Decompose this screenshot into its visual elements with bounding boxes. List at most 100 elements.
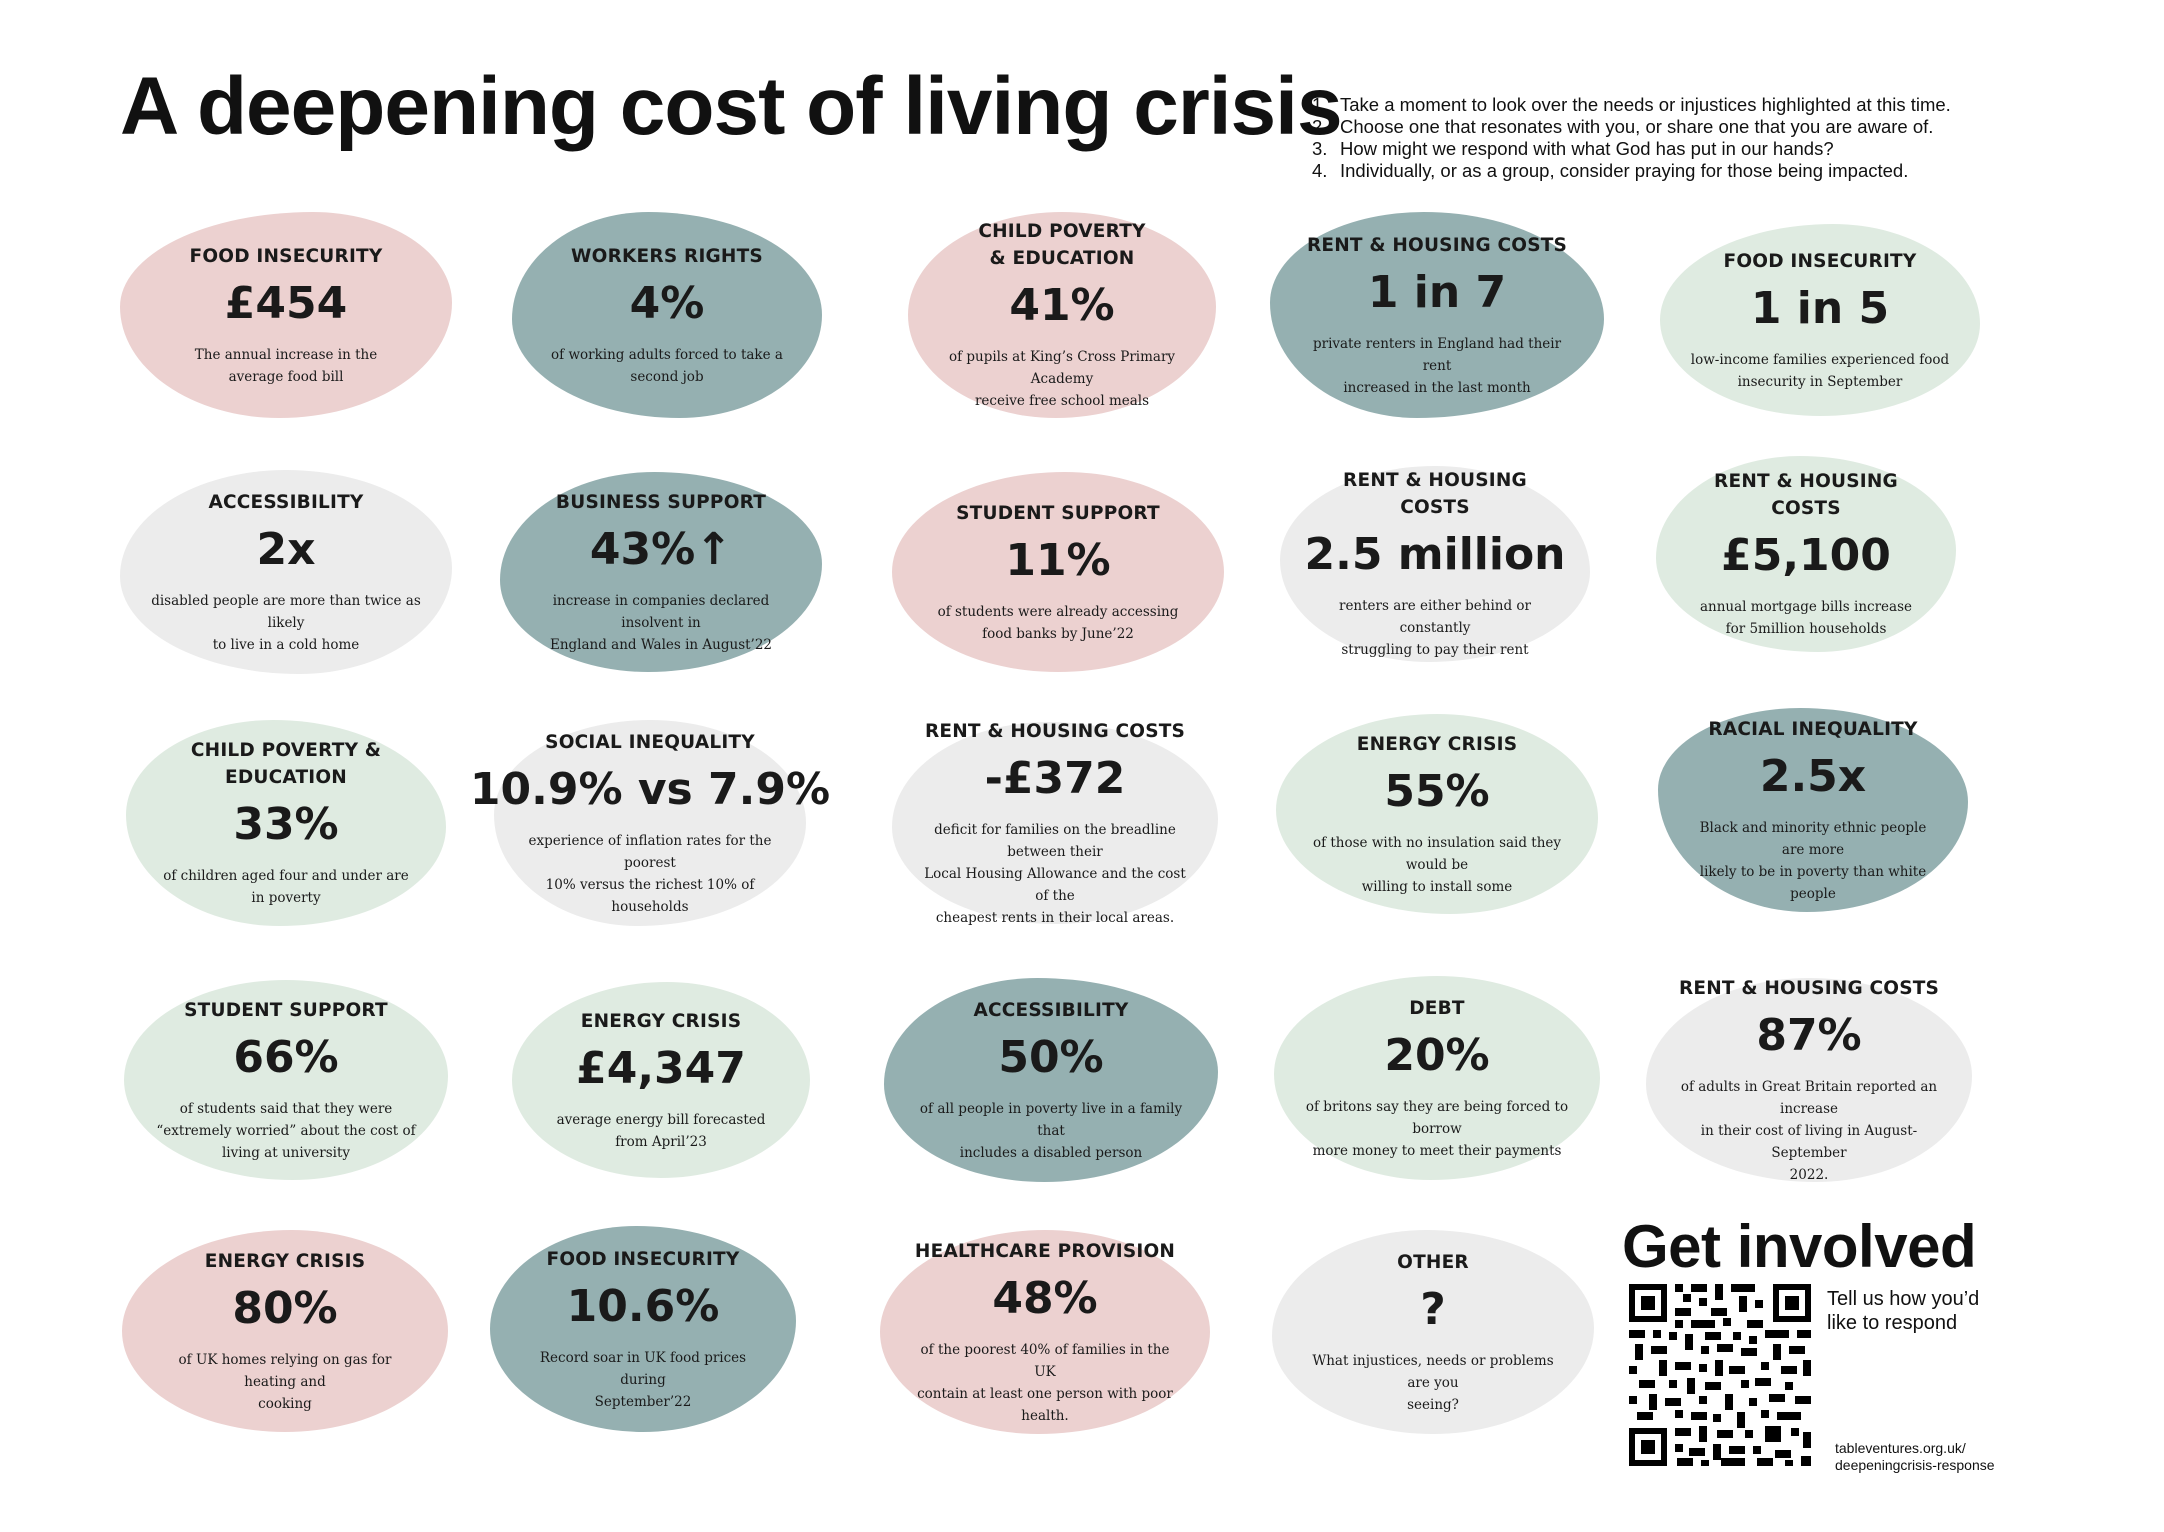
stat-card-child-poverty: CHILD POVERTY & EDUCATION 33% of childre… — [126, 720, 446, 926]
card-stat: 10.6% — [566, 1280, 720, 1332]
card-stat: 87% — [1756, 1009, 1862, 1061]
card-description: of all people in poverty live in a famil… — [919, 1100, 1183, 1161]
card-stat: 11% — [1005, 534, 1111, 586]
stat-card-rent-housing: RENT & HOUSING COSTS -£372 deficit for f… — [892, 721, 1218, 926]
instruction-item: 2. Choose one that resonates with you, or… — [1312, 116, 1934, 137]
card-description: annual mortgage bills increase for 5mill… — [1699, 599, 1912, 637]
card-description: deficit for families on the breadline be… — [924, 821, 1186, 926]
card-stat: 2x — [256, 523, 316, 575]
card-stat: £454 — [224, 277, 348, 329]
card-stat: £5,100 — [1721, 530, 1891, 581]
card-description: of working adults forced to take a secon… — [551, 346, 783, 385]
card-category: FOOD INSECURITY — [189, 245, 383, 267]
stat-card-healthcare: HEALTHCARE PROVISION 48% of the poorest … — [880, 1230, 1210, 1434]
card-stat: 41% — [1009, 280, 1115, 331]
card-description: of the poorest 40% of families in the UK… — [917, 1341, 1173, 1424]
card-description: disabled people are more than twice as l… — [151, 592, 421, 653]
card-category: ACCESSIBILITY — [973, 999, 1129, 1021]
stat-card-debt: DEBT 20% of britons say they are being f… — [1274, 976, 1600, 1180]
card-stat: 43%↑ — [589, 523, 733, 575]
card-category: RENT & HOUSING COSTS — [1678, 977, 1940, 999]
card-description: of students said that they were “extreme… — [156, 1100, 416, 1161]
card-stat: 2.5 million — [1304, 529, 1566, 580]
instruction-item: 1. Take a moment to look over the needs o… — [1312, 94, 1951, 115]
card-description: renters are either behind or constantly … — [1338, 598, 1532, 658]
card-category: WORKERS RIGHTS — [571, 245, 763, 267]
qr-code-icon — [1625, 1280, 1815, 1470]
stat-card-rent-housing: RENT & HOUSING COSTS £5,100 annual mortg… — [1656, 456, 1956, 652]
card-description: of adults in Great Britain reported an i… — [1680, 1078, 1938, 1183]
card-stat: 33% — [233, 799, 339, 850]
card-description: of pupils at King’s Cross Primary Academ… — [948, 349, 1176, 409]
stat-card-rent-housing: RENT & HOUSING COSTS 1 in 7 private rent… — [1270, 212, 1604, 418]
card-category: ENERGY CRISIS — [1356, 733, 1518, 755]
card-description: of students were already accessing food … — [937, 603, 1179, 642]
card-description: Record soar in UK food prices during Sep… — [539, 1349, 747, 1410]
card-category: RENT & HOUSING COSTS — [924, 720, 1186, 742]
card-stat: 66% — [233, 1031, 339, 1083]
card-category: BUSINESS SUPPORT — [555, 491, 767, 513]
instruction-item: 4. Individually, or as a group, consider … — [1312, 160, 1909, 181]
card-category: STUDENT SUPPORT — [956, 502, 1160, 524]
card-stat: 2.5x — [1759, 750, 1867, 802]
stat-card-workers-rights: WORKERS RIGHTS 4% of working adults forc… — [512, 212, 822, 418]
stat-card-social-inequality: SOCIAL INEQUALITY 10.9% vs 7.9% experien… — [470, 720, 830, 926]
qr-code[interactable] — [1625, 1280, 1815, 1470]
card-stat: 20% — [1384, 1029, 1490, 1081]
card-category: ENERGY CRISIS — [580, 1010, 742, 1032]
stat-card-energy-crisis: ENERGY CRISIS 55% of those with no insul… — [1276, 714, 1598, 914]
card-stat: 50% — [998, 1031, 1104, 1083]
stat-card-energy-crisis: ENERGY CRISIS £4,347 average energy bill… — [512, 982, 810, 1178]
stat-card-student-support: STUDENT SUPPORT 11% of students were alr… — [892, 472, 1224, 672]
card-category: RENT & HOUSING COSTS — [1306, 234, 1568, 256]
stat-card-accessibility: ACCESSIBILITY 50% of all people in pover… — [884, 978, 1218, 1182]
card-stat: ? — [1420, 1283, 1446, 1335]
card-description: low-income families experienced food ins… — [1690, 351, 1950, 390]
card-stat: 48% — [992, 1272, 1098, 1324]
card-category: ENERGY CRISIS — [204, 1250, 366, 1272]
stat-card-energy-crisis: ENERGY CRISIS 80% of UK homes relying on… — [122, 1230, 448, 1432]
card-category: RACIAL INEQUALITY — [1708, 718, 1918, 740]
card-category: HEALTHCARE PROVISION — [914, 1240, 1176, 1262]
card-description: of britons say they are being forced to … — [1305, 1098, 1569, 1159]
card-description: increase in companies declared insolvent… — [549, 592, 773, 653]
card-description: private renters in England had their ren… — [1312, 335, 1562, 396]
card-stat: 1 in 7 — [1367, 266, 1507, 318]
card-category: FOOD INSECURITY — [1723, 250, 1917, 272]
card-stat: 4% — [629, 277, 705, 329]
card-category: CHILD POVERTY & EDUCATION — [978, 221, 1146, 269]
response-url-link[interactable]: tableventures.org.uk/ deepeningcrisis-re… — [1835, 1440, 1995, 1473]
stat-card-rent-housing: RENT & HOUSING COSTS 2.5 million renters… — [1280, 466, 1590, 662]
card-category: CHILD POVERTY & EDUCATION — [190, 740, 382, 788]
stat-card-student-support: STUDENT SUPPORT 66% of students said tha… — [124, 980, 448, 1180]
card-stat: £4,347 — [576, 1042, 746, 1094]
get-involved-tagline: Tell us how you’d like to respond — [1827, 1288, 1980, 1334]
card-description: of those with no insulation said they wo… — [1312, 834, 1562, 895]
stat-card-food-insecurity: FOOD INSECURITY 1 in 5 low-income famili… — [1660, 224, 1980, 416]
instruction-item: 3. How might we respond with what God has… — [1312, 138, 1834, 159]
card-stat: 10.9% vs 7.9% — [469, 763, 831, 815]
card-category: SOCIAL INEQUALITY — [545, 731, 755, 753]
card-stat: 80% — [232, 1282, 338, 1334]
card-category: OTHER — [1397, 1251, 1469, 1273]
instructions-list: 1. Take a moment to look over the needs o… — [1312, 94, 1951, 182]
card-stat: 55% — [1384, 765, 1490, 817]
card-description: of UK homes relying on gas for heating a… — [178, 1351, 392, 1412]
card-description: experience of inflation rates for the po… — [528, 832, 772, 915]
card-description: average energy bill forecasted from Apri… — [556, 1111, 766, 1150]
card-stat: 1 in 5 — [1750, 282, 1890, 334]
stat-card-food-insecurity: FOOD INSECURITY £454 The annual increase… — [120, 212, 452, 418]
card-category: DEBT — [1409, 997, 1465, 1019]
stat-card-racial-inequality: RACIAL INEQUALITY 2.5x Black and minorit… — [1658, 708, 1968, 912]
card-category: RENT & HOUSING COSTS — [1343, 470, 1527, 518]
card-description: What injustices, needs or problems are y… — [1312, 1352, 1554, 1413]
card-description: of children aged four and under are in p… — [163, 868, 409, 906]
page-title: A deepening cost of living crisis — [120, 61, 1343, 152]
card-description: The annual increase in the average food … — [194, 346, 378, 385]
stat-card-child-poverty: CHILD POVERTY & EDUCATION 41% of pupils … — [908, 212, 1216, 418]
stat-card-business-support: BUSINESS SUPPORT 43%↑ increase in compan… — [500, 472, 822, 672]
stat-card-food-insecurity: FOOD INSECURITY 10.6% Record soar in UK … — [490, 1226, 796, 1432]
card-description: Black and minority ethnic people are mor… — [1699, 819, 1927, 902]
card-category: STUDENT SUPPORT — [184, 999, 388, 1021]
card-stat: -£372 — [984, 752, 1126, 804]
